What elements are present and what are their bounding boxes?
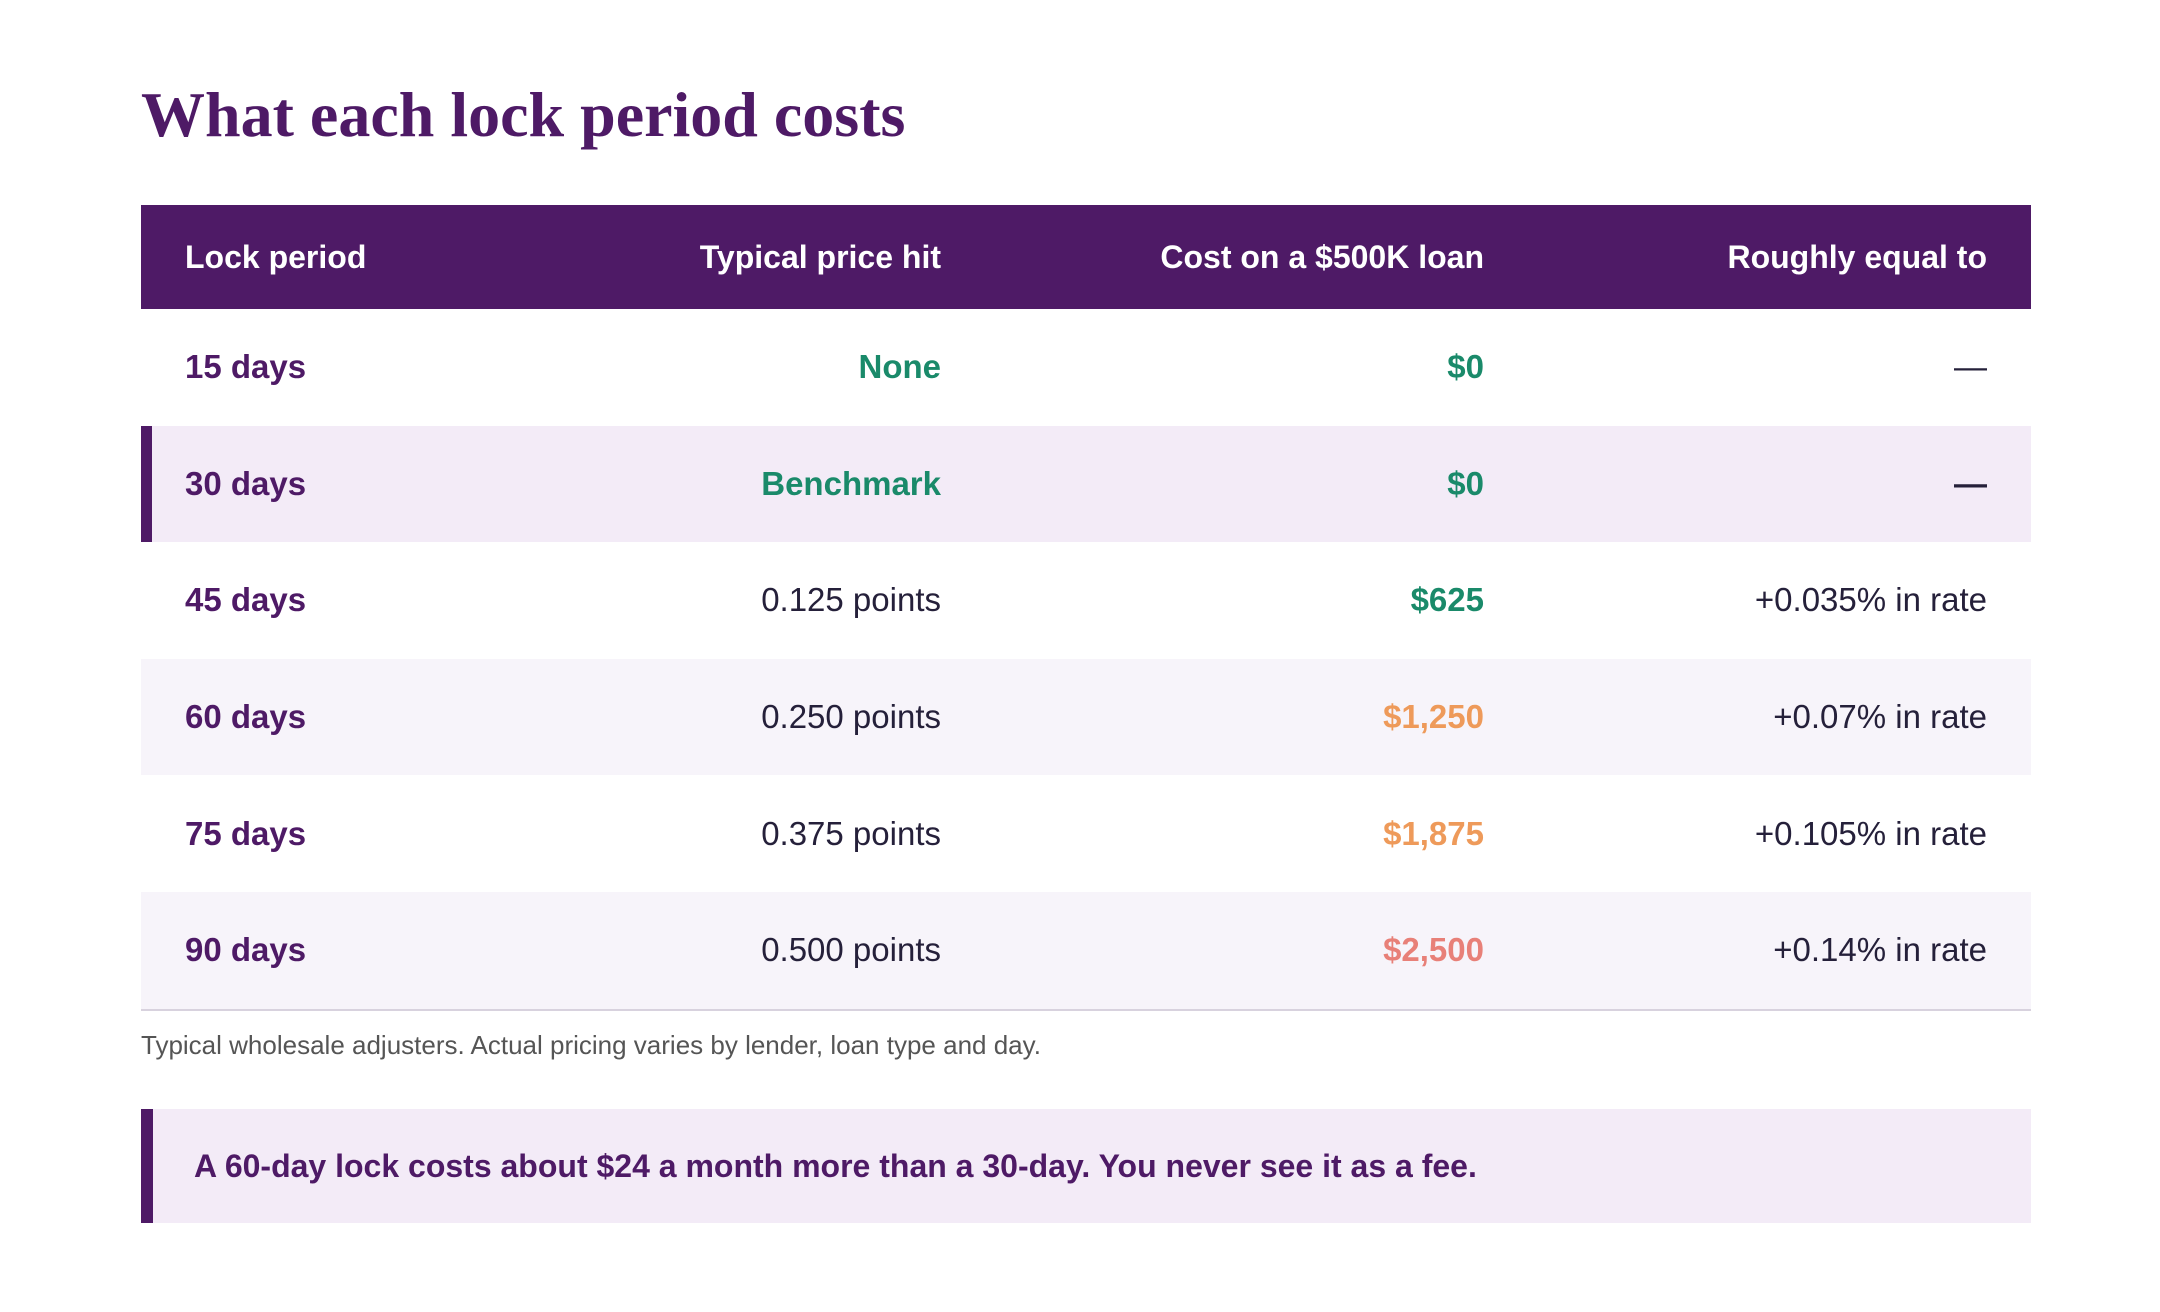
callout-box: A 60-day lock costs about $24 a month mo… (141, 1109, 2031, 1223)
cost-cell: $1,250 (1383, 698, 1484, 736)
lock-period-table: Lock period Typical price hit Cost on a … (141, 205, 2031, 1011)
callout-text: A 60-day lock costs about $24 a month mo… (194, 1147, 1477, 1184)
header-typical-price-hit: Typical price hit (699, 238, 941, 275)
equal-to-cell: — (1954, 348, 1987, 386)
price-hit-cell: 0.375 points (761, 814, 941, 852)
lock-period-cell: 75 days (185, 814, 307, 852)
price-hit-cell: None (858, 348, 942, 386)
header-cost-on-loan: Cost on a $500K loan (1160, 238, 1484, 275)
price-hit-cell: 0.250 points (761, 698, 941, 736)
lock-period-cell: 45 days (185, 581, 307, 619)
price-hit-cell: 0.500 points (761, 931, 941, 969)
page-title: What each lock period costs (141, 79, 906, 150)
price-hit-cell: 0.125 points (761, 581, 941, 619)
equal-to-cell: +0.07% in rate (1773, 698, 1987, 736)
header-roughly-equal-to: Roughly equal to (1727, 238, 1987, 275)
table-row: 15 days None $0 — (141, 309, 2031, 426)
table-footnote: Typical wholesale adjusters. Actual pric… (141, 1030, 1041, 1060)
table-row: 90 days 0.500 points $2,500 +0.14% in ra… (141, 891, 2031, 1009)
table-row: 60 days 0.250 points $1,250 +0.07% in ra… (141, 658, 2031, 776)
cost-cell: $2,500 (1383, 931, 1484, 969)
cost-cell: $1,875 (1383, 814, 1484, 852)
header-lock-period: Lock period (185, 238, 367, 275)
lock-period-cell: 60 days (185, 698, 307, 736)
equal-to-cell: — (1954, 464, 1987, 502)
cost-cell: $625 (1410, 581, 1484, 619)
lock-period-cell: 30 days (185, 464, 307, 502)
price-hit-cell: Benchmark (761, 464, 941, 502)
equal-to-cell: +0.105% in rate (1754, 814, 1987, 852)
table-row: 75 days 0.375 points $1,875 +0.105% in r… (141, 775, 2031, 892)
cost-cell: $0 (1447, 348, 1484, 386)
table-header-row: Lock period Typical price hit Cost on a … (141, 205, 2031, 309)
lock-period-cell: 15 days (185, 348, 307, 386)
equal-to-cell: +0.14% in rate (1773, 931, 1987, 969)
cost-cell: $0 (1447, 464, 1484, 502)
table-bottom-divider (141, 1008, 2031, 1011)
equal-to-cell: +0.035% in rate (1754, 581, 1987, 619)
lock-period-cell: 90 days (185, 931, 307, 969)
table-row-highlighted: 30 days Benchmark $0 — (141, 425, 2031, 543)
table-row: 45 days 0.125 points $625 +0.035% in rat… (141, 542, 2031, 659)
callout-accent-bar (141, 1109, 153, 1223)
